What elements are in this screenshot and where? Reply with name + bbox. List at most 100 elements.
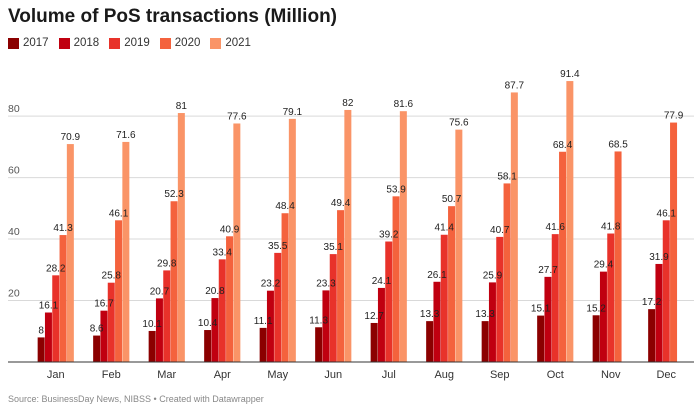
legend-swatch-2019 — [109, 37, 121, 49]
data-label: 16.7 — [94, 299, 114, 310]
data-label: 10.4 — [198, 318, 218, 329]
bar-2020-Feb — [115, 220, 123, 362]
data-label: 75.6 — [449, 118, 469, 129]
bar-2017-Jul — [370, 322, 378, 362]
bar-2018-Feb — [100, 310, 108, 362]
data-label: 48.4 — [275, 201, 295, 212]
legend-item-2018: 2018 — [58, 37, 100, 49]
data-label: 23.3 — [316, 278, 336, 289]
data-label: 41.6 — [546, 222, 566, 233]
legend-label-2018: 2018 — [73, 37, 100, 49]
legend-item-2020: 2020 — [159, 37, 201, 49]
bar-2018-Nov — [599, 271, 607, 362]
bar-2017-Jan — [37, 337, 45, 362]
bar-2020-Mar — [170, 201, 178, 362]
data-label: 35.1 — [324, 242, 344, 253]
x-tick-label: Dec — [656, 369, 676, 381]
axis-layer: Jan Feb Mar Apr May Jun Jul Aug Sep Oct Nov Dec — [8, 361, 694, 381]
y-tick-label: 60 — [8, 165, 20, 177]
data-label: 8.6 — [90, 324, 104, 335]
data-label: 40.7 — [490, 225, 510, 236]
bar-2017-Jun — [315, 327, 323, 362]
bar-2017-Apr — [204, 330, 212, 362]
data-label: 39.2 — [379, 230, 399, 241]
bar-2017-Dec — [648, 309, 656, 362]
legend-label-2019: 2019 — [124, 37, 150, 49]
bar-2020-Sep — [503, 183, 511, 362]
bar-2020-May — [281, 213, 289, 362]
data-label: 81 — [176, 101, 188, 112]
bar-2021-Apr — [233, 123, 241, 362]
data-label: 87.7 — [505, 80, 525, 91]
bar-2021-Aug — [455, 129, 463, 362]
data-label: 41.8 — [601, 222, 621, 233]
data-label: 53.9 — [386, 184, 406, 195]
x-tick-label: Jul — [382, 369, 396, 381]
bar-2019-Jul — [385, 241, 393, 362]
bar-2018-Apr — [211, 298, 219, 362]
data-label: 16.1 — [39, 301, 59, 312]
bar-2018-Aug — [433, 281, 441, 362]
legend-label-2017: 2017 — [23, 37, 49, 49]
bar-layer — [37, 81, 678, 363]
bar-2017-May — [259, 327, 267, 362]
bar-2020-Jan — [59, 235, 67, 362]
bar-2021-Feb — [122, 141, 130, 362]
bar-2019-Jun — [329, 254, 337, 362]
y-tick-label: 80 — [8, 103, 20, 115]
bar-2020-Nov — [614, 151, 622, 362]
x-tick-label: May — [267, 369, 288, 381]
x-tick-label: Nov — [601, 369, 621, 381]
data-label: 82 — [342, 98, 354, 109]
data-label: 24.1 — [372, 276, 392, 287]
data-label: 15.2 — [586, 303, 606, 314]
bar-2017-Mar — [148, 330, 156, 362]
data-label: 17.2 — [642, 297, 662, 308]
bar-2018-Mar — [155, 298, 163, 362]
bar-2018-Jun — [322, 290, 330, 362]
bar-2020-Oct — [559, 151, 567, 362]
bar-2021-Jun — [344, 109, 352, 363]
data-label: 27.7 — [538, 265, 558, 276]
data-label: 26.1 — [427, 270, 447, 281]
data-label: 58.1 — [497, 171, 517, 182]
data-label: 25.9 — [483, 270, 503, 281]
data-label: 25.8 — [102, 271, 122, 282]
bar-2018-Sep — [488, 282, 496, 362]
bar-2019-May — [274, 252, 282, 362]
bar-2020-Jun — [337, 210, 345, 362]
x-tick-label: Jan — [47, 369, 65, 381]
x-tick-label: Jun — [324, 369, 342, 381]
data-label: 46.1 — [109, 208, 129, 219]
data-label: 40.9 — [220, 224, 240, 235]
bar-2018-Jul — [377, 287, 385, 362]
bar-2018-Oct — [544, 276, 552, 362]
data-label: 81.6 — [394, 99, 414, 110]
bar-2019-Apr — [218, 259, 226, 362]
legend-label-2020: 2020 — [174, 37, 201, 49]
data-label: 13.3 — [420, 309, 440, 320]
x-tick-label: Apr — [214, 369, 231, 381]
bar-2019-Sep — [496, 236, 504, 362]
bar-2020-Dec — [670, 122, 678, 362]
data-label: 13.3 — [475, 309, 495, 320]
data-label: 28.2 — [46, 263, 66, 274]
bar-2021-Jul — [399, 111, 407, 362]
bar-2021-Mar — [177, 113, 185, 362]
bar-2020-Apr — [226, 236, 234, 362]
data-label: 23.2 — [261, 279, 281, 290]
bar-2019-Aug — [440, 234, 448, 362]
data-label: 11.1 — [254, 316, 273, 327]
data-label: 49.4 — [331, 198, 351, 209]
bar-2019-Feb — [107, 282, 115, 362]
data-label: 31.9 — [649, 252, 669, 263]
legend-swatch-2018 — [58, 37, 70, 49]
legend-swatch-2020 — [159, 37, 171, 49]
chart-title: Volume of PoS transactions (Million) — [8, 6, 338, 27]
data-label: 71.6 — [116, 130, 136, 141]
data-label: 50.7 — [442, 194, 462, 205]
legend-swatch-2021 — [210, 37, 222, 49]
data-label: 33.4 — [213, 247, 233, 258]
bar-2019-Dec — [662, 220, 670, 362]
x-tick-label: Sep — [490, 369, 510, 381]
